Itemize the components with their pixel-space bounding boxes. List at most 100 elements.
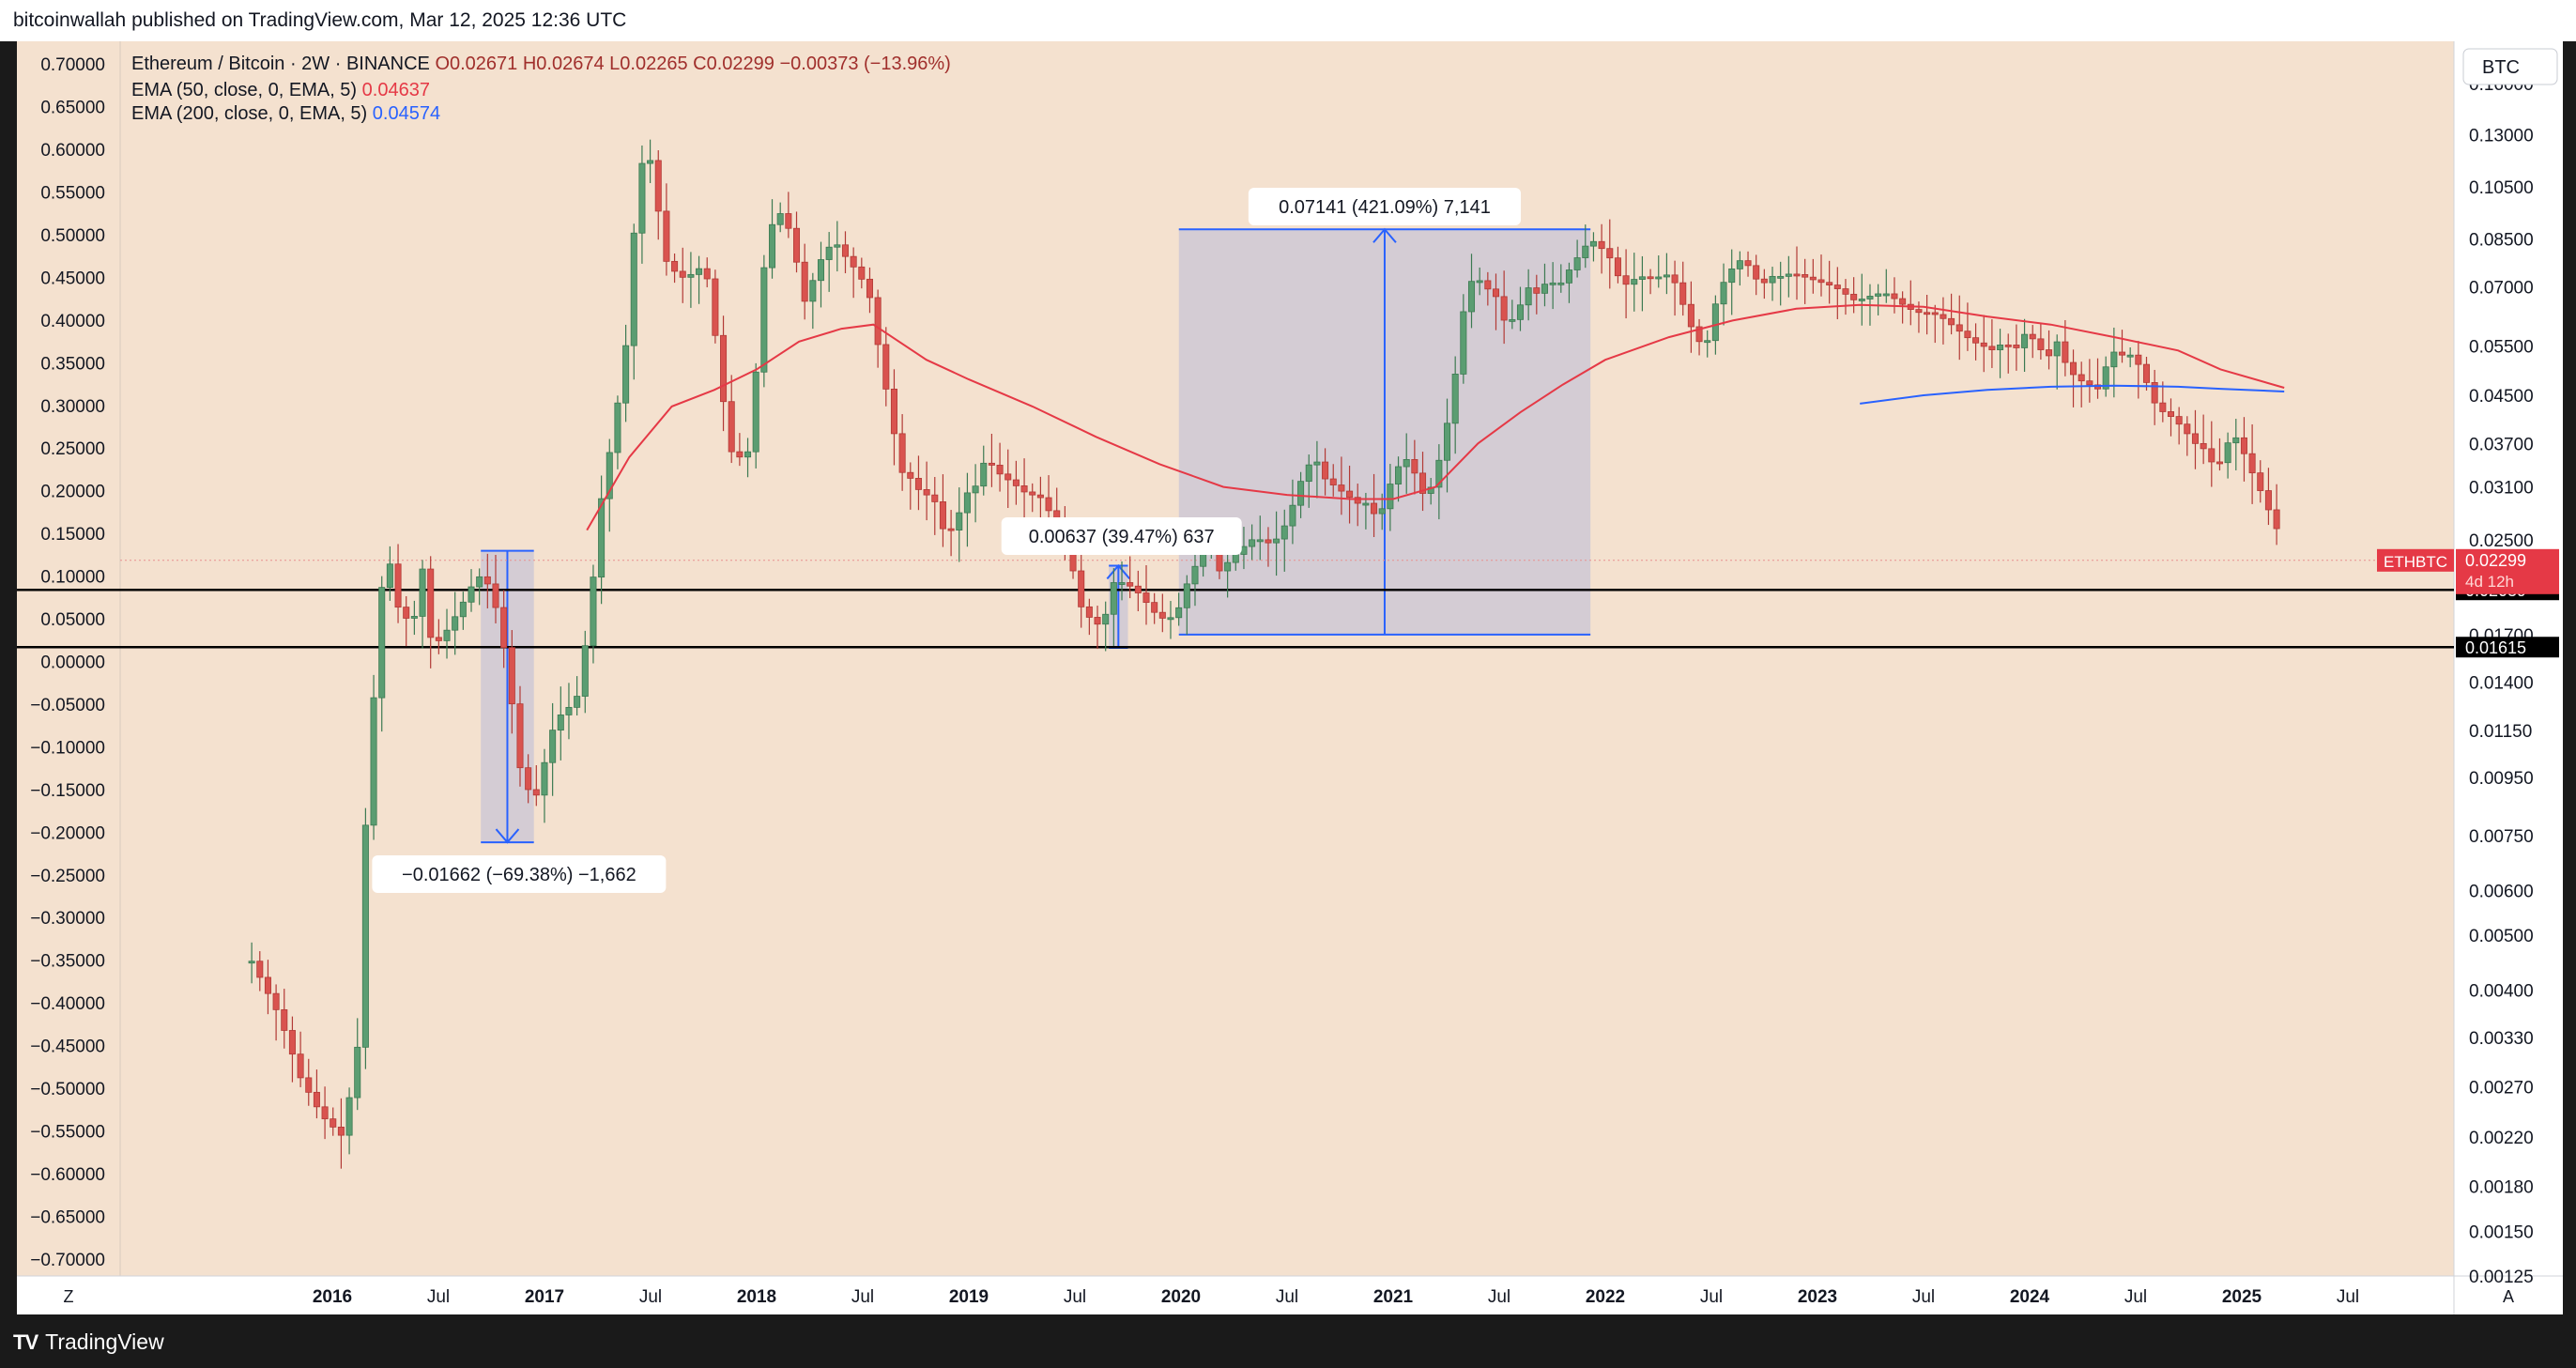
- candle[interactable]: [956, 487, 963, 562]
- candle[interactable]: [1371, 473, 1378, 538]
- candle[interactable]: [1265, 527, 1272, 567]
- candle[interactable]: [1955, 295, 1963, 361]
- candle[interactable]: [947, 510, 955, 557]
- candle[interactable]: [557, 686, 564, 761]
- candle[interactable]: [2248, 423, 2256, 504]
- candle[interactable]: [468, 569, 475, 612]
- candle[interactable]: [963, 472, 971, 547]
- candle[interactable]: [2037, 322, 2045, 360]
- candle[interactable]: [1395, 456, 1403, 502]
- candle[interactable]: [2167, 398, 2175, 437]
- candle[interactable]: [1549, 262, 1556, 310]
- candle[interactable]: [1931, 304, 1939, 344]
- candle[interactable]: [1541, 263, 1548, 307]
- candle[interactable]: [1322, 448, 1329, 496]
- candle[interactable]: [281, 989, 288, 1049]
- candle[interactable]: [549, 702, 557, 796]
- candle[interactable]: [914, 455, 922, 511]
- candle[interactable]: [1663, 253, 1670, 295]
- candle[interactable]: [2191, 409, 2199, 469]
- candle[interactable]: [785, 192, 792, 238]
- candle[interactable]: [2094, 358, 2102, 399]
- candle[interactable]: [2053, 334, 2061, 390]
- candle[interactable]: [614, 395, 621, 469]
- candle[interactable]: [736, 433, 744, 467]
- candle[interactable]: [1833, 267, 1841, 319]
- candle[interactable]: [1882, 269, 1890, 303]
- candle[interactable]: [2118, 330, 2126, 363]
- candle[interactable]: [256, 951, 264, 991]
- candle[interactable]: [2232, 419, 2240, 470]
- candle[interactable]: [2184, 416, 2191, 456]
- candle[interactable]: [1110, 568, 1117, 646]
- candle[interactable]: [1858, 273, 1865, 326]
- candle[interactable]: [817, 241, 825, 308]
- candle[interactable]: [622, 324, 630, 423]
- candle[interactable]: [272, 984, 280, 1041]
- candle[interactable]: [890, 369, 897, 466]
- candle[interactable]: [1777, 261, 1785, 306]
- candle[interactable]: [443, 608, 451, 659]
- candle[interactable]: [2240, 417, 2247, 482]
- candle[interactable]: [1500, 270, 1508, 345]
- candle[interactable]: [1346, 465, 1354, 524]
- candle[interactable]: [2208, 421, 2216, 487]
- candle[interactable]: [752, 362, 759, 469]
- candle[interactable]: [1313, 440, 1321, 499]
- candle[interactable]: [2151, 369, 2158, 425]
- candle[interactable]: [1720, 263, 1727, 326]
- candle[interactable]: [2224, 432, 2231, 479]
- candle[interactable]: [2046, 330, 2053, 370]
- candle[interactable]: [1891, 277, 1898, 314]
- candle[interactable]: [2142, 357, 2151, 392]
- candle[interactable]: [1492, 273, 1500, 330]
- candle[interactable]: [687, 252, 695, 308]
- candle[interactable]: [1809, 258, 1817, 294]
- candle[interactable]: [1671, 260, 1679, 316]
- currency-button[interactable]: BTC: [2462, 48, 2558, 85]
- candle[interactable]: [1760, 269, 1768, 300]
- candle[interactable]: [866, 267, 873, 314]
- candle[interactable]: [525, 754, 532, 804]
- candle[interactable]: [574, 676, 581, 716]
- candle[interactable]: [2062, 319, 2069, 377]
- candle[interactable]: [1802, 258, 1809, 304]
- measure-label[interactable]: −0.01662 (−69.38%) −1,662: [372, 855, 667, 893]
- candle[interactable]: [1012, 460, 1020, 505]
- candle[interactable]: [760, 254, 768, 388]
- candle[interactable]: [1509, 300, 1516, 330]
- candle[interactable]: [1582, 224, 1589, 269]
- candle[interactable]: [500, 590, 508, 669]
- candle[interactable]: [1158, 593, 1166, 633]
- candle[interactable]: [1525, 269, 1532, 321]
- candle[interactable]: [654, 150, 662, 240]
- candle[interactable]: [1614, 246, 1621, 284]
- candle[interactable]: [2135, 341, 2142, 399]
- candle[interactable]: [1451, 356, 1459, 454]
- candle[interactable]: [435, 619, 442, 654]
- candle[interactable]: [907, 462, 914, 510]
- candle[interactable]: [264, 960, 271, 1015]
- candle[interactable]: [1004, 449, 1012, 509]
- candle[interactable]: [1769, 267, 1776, 301]
- candle[interactable]: [1655, 255, 1663, 288]
- candle[interactable]: [452, 592, 459, 655]
- candle[interactable]: [2102, 356, 2109, 397]
- candle[interactable]: [1045, 475, 1052, 523]
- candle[interactable]: [809, 272, 817, 330]
- candle[interactable]: [1557, 264, 1565, 293]
- candle[interactable]: [841, 231, 850, 274]
- candle[interactable]: [330, 1107, 337, 1136]
- candle[interactable]: [476, 568, 483, 606]
- candle[interactable]: [1679, 261, 1687, 316]
- candle[interactable]: [1964, 302, 1971, 351]
- candle[interactable]: [1280, 509, 1288, 572]
- candle[interactable]: [1167, 601, 1174, 639]
- candle[interactable]: [1249, 524, 1256, 561]
- candle[interactable]: [1622, 249, 1630, 319]
- candle[interactable]: [508, 630, 515, 734]
- candle[interactable]: [1191, 548, 1199, 607]
- candle[interactable]: [776, 202, 784, 233]
- candle[interactable]: [248, 942, 255, 984]
- candle[interactable]: [2273, 484, 2280, 546]
